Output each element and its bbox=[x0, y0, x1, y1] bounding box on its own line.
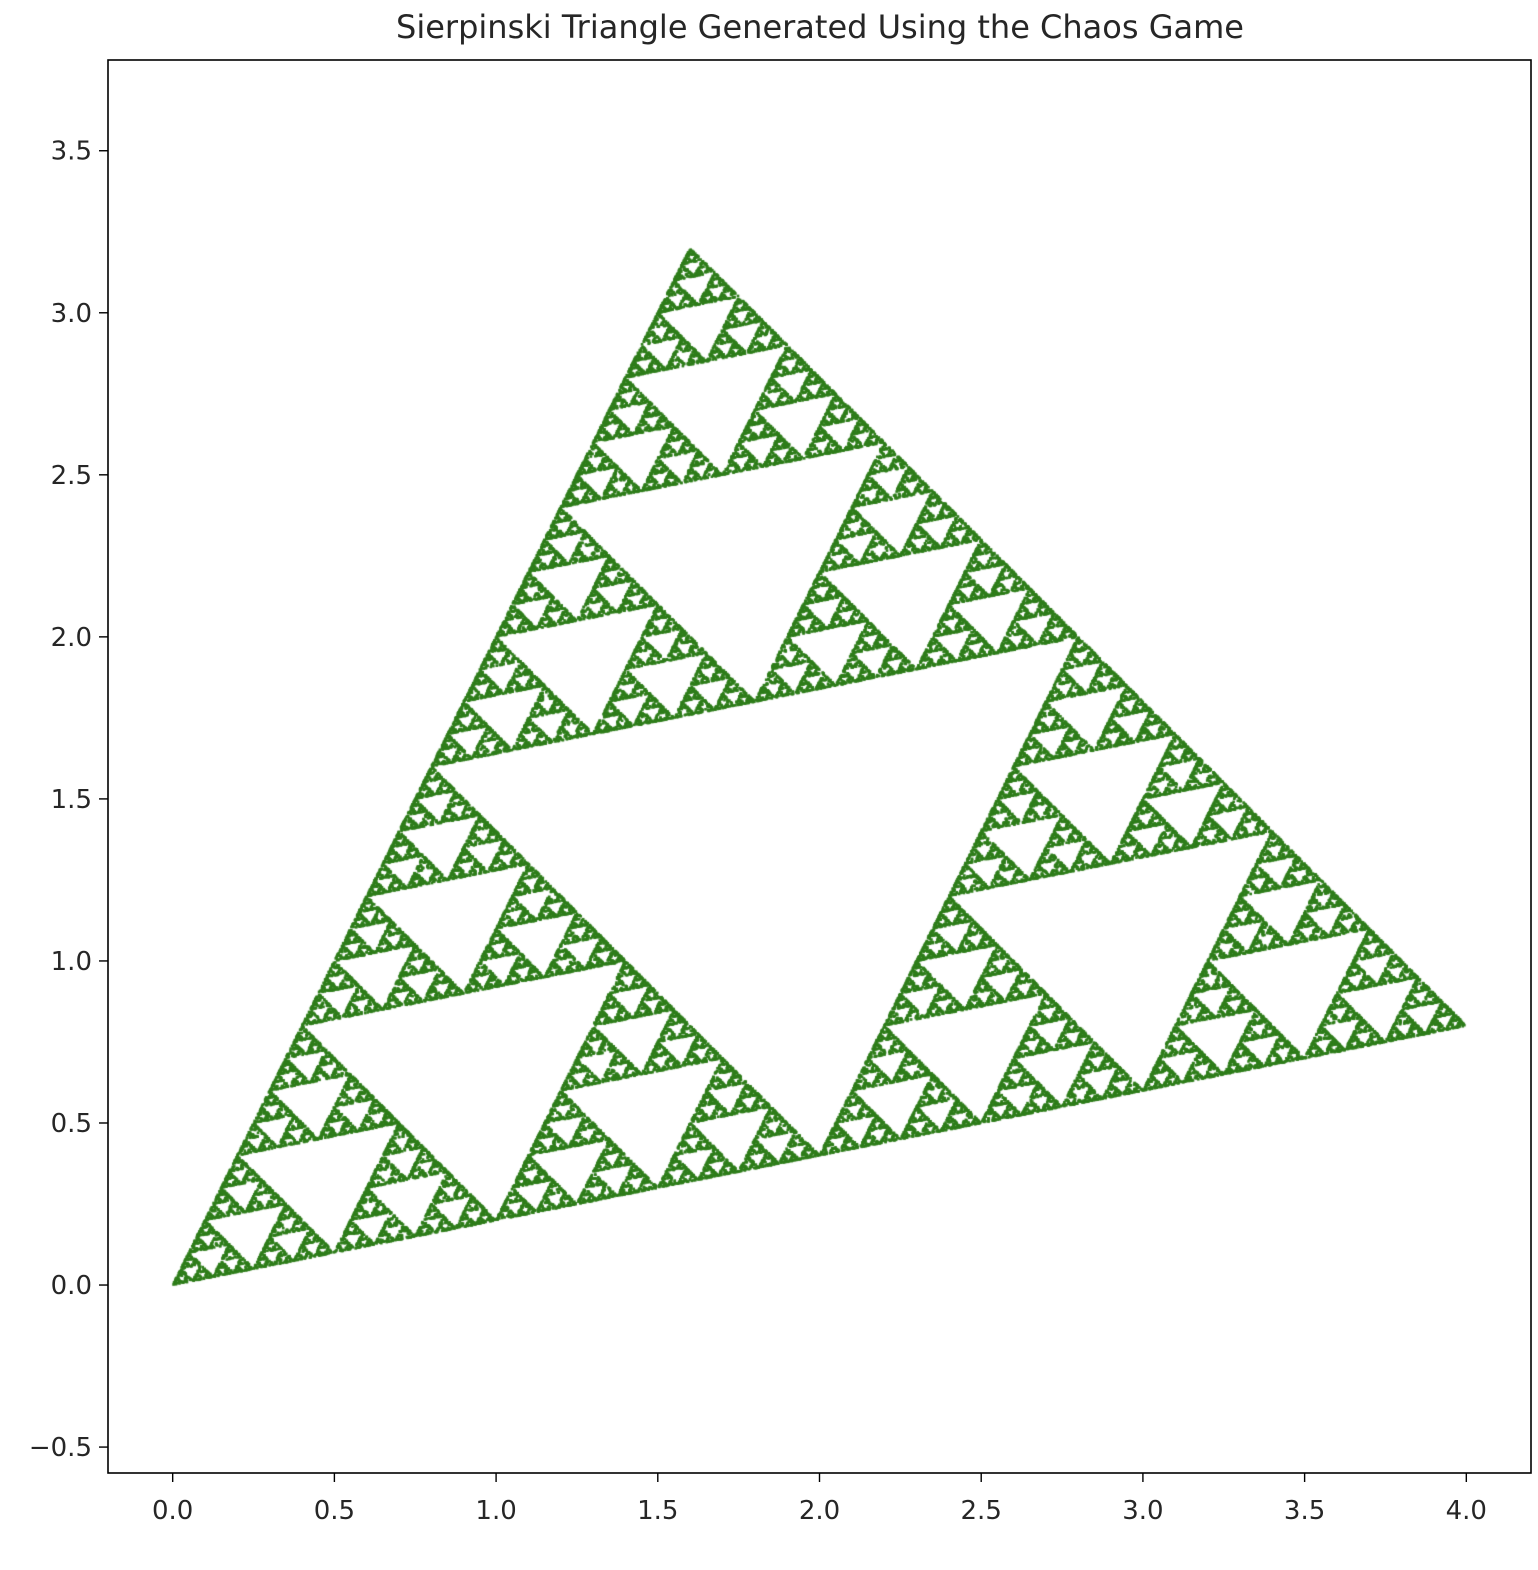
y-tick-label: 2.5 bbox=[51, 461, 92, 491]
x-tick-label: 3.0 bbox=[1122, 1496, 1163, 1526]
x-tick-label: 4.0 bbox=[1446, 1496, 1487, 1526]
x-tick-label: 1.0 bbox=[475, 1496, 516, 1526]
y-tick-label: 3.0 bbox=[51, 299, 92, 329]
y-axis: −0.5 0.0 0.5 1.0 1.5 2.0 2.5 3.0 3.5 bbox=[29, 137, 108, 1463]
x-tick-label: 2.0 bbox=[799, 1496, 840, 1526]
x-tick-label: 2.5 bbox=[961, 1496, 1002, 1526]
y-tick-label: 1.0 bbox=[51, 947, 92, 977]
x-tick-label: 0.0 bbox=[152, 1496, 193, 1526]
x-axis: 0.0 0.5 1.0 1.5 2.0 2.5 3.0 3.5 4.0 bbox=[152, 1473, 1487, 1526]
chart-title: Sierpinski Triangle Generated Using the … bbox=[396, 8, 1244, 46]
y-tick-label: −0.5 bbox=[29, 1433, 92, 1463]
x-tick-label: 0.5 bbox=[314, 1496, 355, 1526]
y-tick-label: 3.5 bbox=[51, 137, 92, 167]
scatter-points bbox=[108, 60, 1531, 1473]
x-tick-label: 3.5 bbox=[1284, 1496, 1325, 1526]
y-tick-label: 2.0 bbox=[51, 623, 92, 653]
y-tick-label: 0.5 bbox=[51, 1109, 92, 1139]
x-tick-label: 1.5 bbox=[637, 1496, 678, 1526]
y-tick-label: 0.0 bbox=[51, 1271, 92, 1301]
y-tick-label: 1.5 bbox=[51, 785, 92, 815]
